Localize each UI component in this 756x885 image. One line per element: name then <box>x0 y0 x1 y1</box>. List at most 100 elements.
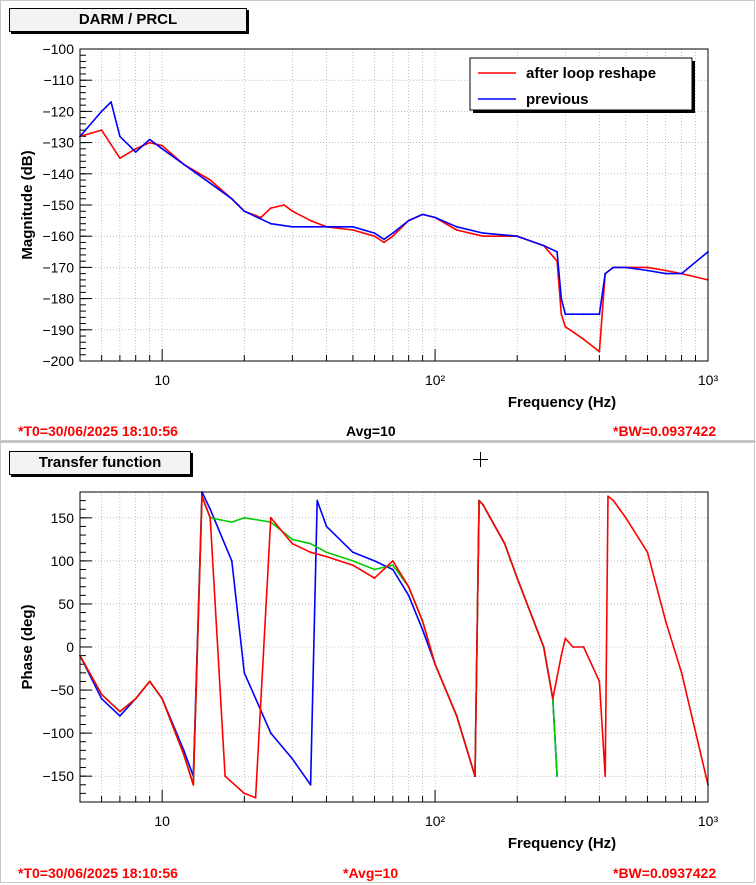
magnitude-plot-title[interactable]: DARM / PRCL <box>9 8 247 32</box>
data-point <box>624 516 627 519</box>
data-point <box>309 219 312 222</box>
top-t0-status: *T0=30/06/2025 18:10:56 <box>18 423 178 439</box>
data-point <box>316 499 319 502</box>
data-point <box>309 225 312 228</box>
data-point <box>192 783 195 786</box>
legend-box <box>469 57 693 111</box>
data-point <box>243 210 246 213</box>
data-point <box>478 499 480 502</box>
data-point <box>201 495 203 498</box>
data-point <box>564 325 567 328</box>
data-point <box>572 646 574 648</box>
data-point <box>560 313 563 316</box>
y-tick-label: −160 <box>42 228 74 244</box>
data-point <box>612 266 615 269</box>
data-point <box>243 516 246 519</box>
data-point <box>243 792 246 795</box>
data-point <box>664 272 667 275</box>
data-point <box>230 560 233 562</box>
data-point <box>119 157 121 160</box>
data-point <box>309 542 312 545</box>
data-point <box>134 151 137 153</box>
legend-label: after loop reshape <box>526 65 656 82</box>
data-point <box>352 225 354 228</box>
legend-label: previous <box>526 91 589 108</box>
data-point <box>119 135 121 138</box>
phase-plot-title[interactable]: Transfer function <box>9 451 191 475</box>
data-point <box>148 680 151 683</box>
data-point <box>209 179 212 181</box>
data-point <box>352 560 354 562</box>
data-point <box>148 138 151 141</box>
data-point <box>161 697 164 700</box>
top-avg-status: Avg=10 <box>346 423 396 439</box>
data-point <box>391 568 394 571</box>
top-bw-status: *BW=0.0937422 <box>613 423 717 439</box>
data-point <box>474 775 476 778</box>
data-point <box>209 508 212 511</box>
data-point <box>516 577 519 579</box>
data-point <box>209 182 212 185</box>
plot-frame <box>79 491 709 803</box>
data-point <box>291 758 294 760</box>
series-line <box>79 495 709 799</box>
data-point <box>407 594 410 597</box>
phase-plot[interactable]: 150 100 50 0 −50 −100 −150 10 10² 10³ Frequency (H… <box>0 442 756 885</box>
y-tick-label: −150 <box>42 197 74 213</box>
data-point <box>560 654 563 657</box>
data-point <box>646 266 649 269</box>
data-point <box>110 101 112 103</box>
magnitude-plot[interactable]: −100 −110 −120 −130 −140 −150 −160 −170 −180 −190… <box>0 0 756 441</box>
data-point <box>542 646 545 648</box>
data-point <box>604 272 607 275</box>
data-point <box>455 715 458 717</box>
data-point <box>182 163 185 166</box>
series-line <box>79 101 709 316</box>
data-point <box>291 538 294 541</box>
data-point <box>269 207 272 210</box>
data-point <box>607 495 609 498</box>
data-point <box>542 244 545 247</box>
y-tick-label: −130 <box>42 135 74 151</box>
data-point <box>680 272 683 275</box>
data-point <box>551 697 554 700</box>
data-point <box>604 775 607 778</box>
data-point <box>309 783 312 786</box>
data-point <box>352 564 354 567</box>
data-point <box>598 313 601 316</box>
data-point <box>100 693 103 696</box>
data-point <box>560 297 563 300</box>
data-point <box>224 775 227 778</box>
data-point <box>309 551 312 554</box>
y-tick-label: −100 <box>42 725 74 741</box>
data-point <box>482 504 484 506</box>
plot-frame <box>79 48 709 362</box>
y-tick-label: −180 <box>42 291 74 307</box>
data-point <box>503 542 506 545</box>
data-point <box>373 232 376 235</box>
data-point <box>283 204 286 206</box>
data-point <box>516 235 519 238</box>
data-point <box>434 663 436 666</box>
pad-separator <box>0 441 756 442</box>
y-axis-title: Phase (deg) <box>19 604 36 689</box>
data-point <box>680 671 683 674</box>
x-tick-label: 10³ <box>698 372 719 388</box>
data-point <box>421 628 424 631</box>
x-axis-title: Frequency (Hz) <box>508 394 616 411</box>
y-tick-label: −110 <box>44 72 75 88</box>
data-point <box>373 235 376 238</box>
data-point <box>556 775 558 778</box>
y-tick-label: −150 <box>42 768 74 784</box>
y-axis-title: Magnitude (dB) <box>19 150 36 259</box>
y-tick-label: 100 <box>51 553 75 569</box>
data-point <box>646 551 649 554</box>
bottom-avg-status: *Avg=10 <box>343 865 399 881</box>
data-point <box>148 141 151 144</box>
data-point <box>269 516 272 519</box>
crosshair-cursor-icon <box>473 452 488 467</box>
data-point <box>421 620 424 623</box>
data-point <box>373 577 376 579</box>
y-tick-label: −170 <box>42 259 74 275</box>
data-point <box>612 499 615 502</box>
